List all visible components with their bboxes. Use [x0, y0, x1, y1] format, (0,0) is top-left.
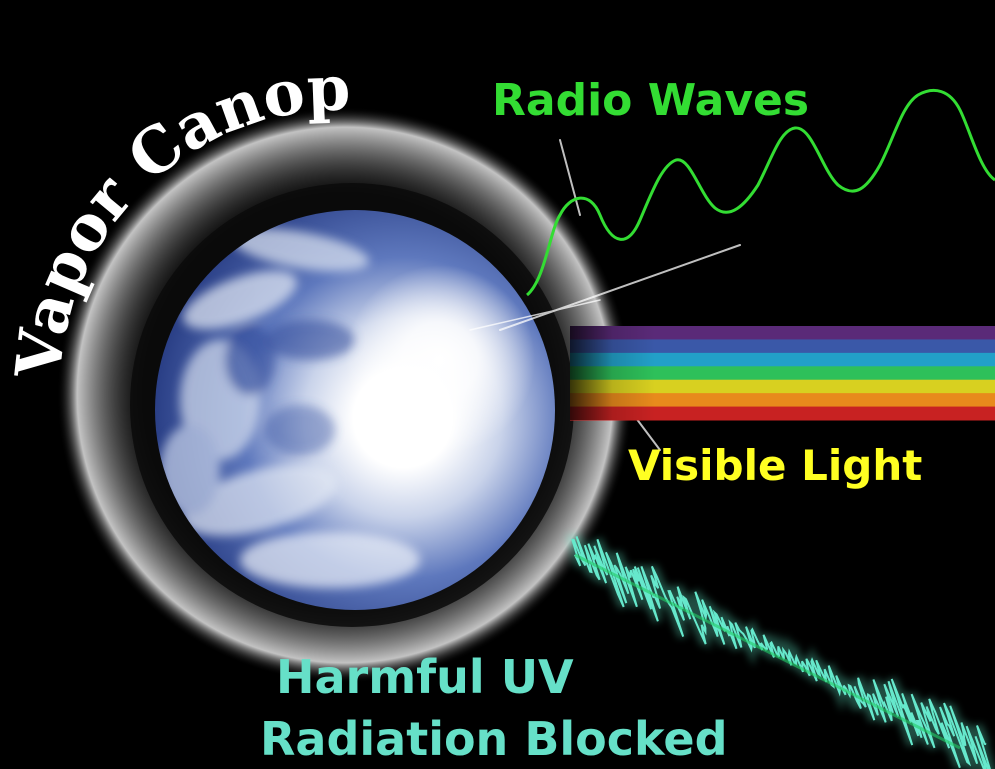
radio-waves-label: Radio Waves	[492, 75, 809, 126]
uv-label-line1: Harmful UV	[276, 650, 574, 704]
earth-globe-icon	[155, 210, 555, 610]
radio-wave-icon	[525, 89, 995, 297]
light-glints	[469, 139, 741, 451]
uv-label-line2: Radiation Blocked	[260, 712, 728, 766]
uv-wave-icon	[565, 534, 995, 769]
visible-light-label: Visible Light	[628, 441, 922, 490]
visible-light-beam	[570, 326, 995, 421]
